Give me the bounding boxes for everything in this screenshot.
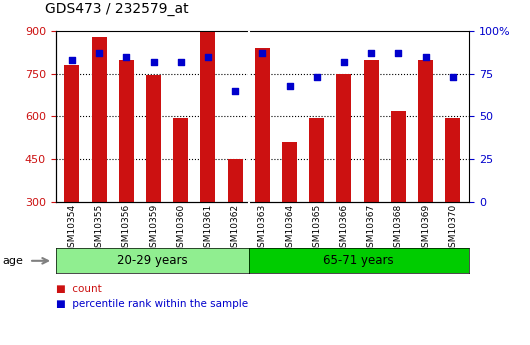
Bar <box>146 75 161 202</box>
Bar <box>92 37 107 202</box>
Bar <box>228 159 243 202</box>
Point <box>122 54 130 59</box>
Text: age: age <box>3 256 23 266</box>
Point <box>204 54 212 59</box>
Text: GSM10370: GSM10370 <box>448 204 457 254</box>
Bar <box>255 48 270 202</box>
Text: GSM10362: GSM10362 <box>231 204 240 253</box>
Text: GSM10361: GSM10361 <box>204 204 213 254</box>
Text: 20-29 years: 20-29 years <box>117 254 188 267</box>
Bar <box>364 60 378 202</box>
Point <box>68 57 76 63</box>
Text: GSM10368: GSM10368 <box>394 204 403 254</box>
Point <box>421 54 430 59</box>
Bar <box>173 118 188 202</box>
Text: ■  percentile rank within the sample: ■ percentile rank within the sample <box>56 299 248 309</box>
Point <box>394 50 403 56</box>
Text: 65-71 years: 65-71 years <box>323 254 394 267</box>
Point <box>258 50 267 56</box>
Text: GSM10354: GSM10354 <box>67 204 76 253</box>
Text: ■  count: ■ count <box>56 284 101 294</box>
Point <box>231 88 240 93</box>
Text: GSM10364: GSM10364 <box>285 204 294 253</box>
Point <box>313 75 321 80</box>
Point <box>367 50 375 56</box>
Text: GSM10366: GSM10366 <box>339 204 348 254</box>
Text: GSM10365: GSM10365 <box>312 204 321 254</box>
Bar <box>200 32 215 202</box>
Text: GSM10363: GSM10363 <box>258 204 267 254</box>
Point <box>340 59 348 65</box>
Text: GSM10356: GSM10356 <box>122 204 131 254</box>
Bar <box>391 111 406 202</box>
Point <box>285 83 294 88</box>
Bar <box>310 118 324 202</box>
Bar <box>445 118 460 202</box>
Point <box>448 75 457 80</box>
Bar <box>119 60 134 202</box>
Point <box>149 59 158 65</box>
Bar <box>65 65 80 202</box>
Text: GSM10369: GSM10369 <box>421 204 430 254</box>
Text: GDS473 / 232579_at: GDS473 / 232579_at <box>45 1 189 16</box>
Point <box>95 50 103 56</box>
Bar <box>282 142 297 202</box>
Text: GSM10360: GSM10360 <box>176 204 186 254</box>
Bar <box>337 74 351 202</box>
Text: GSM10367: GSM10367 <box>367 204 376 254</box>
Text: GSM10355: GSM10355 <box>95 204 104 254</box>
Point <box>176 59 185 65</box>
Text: GSM10359: GSM10359 <box>149 204 158 254</box>
Bar <box>418 60 433 202</box>
